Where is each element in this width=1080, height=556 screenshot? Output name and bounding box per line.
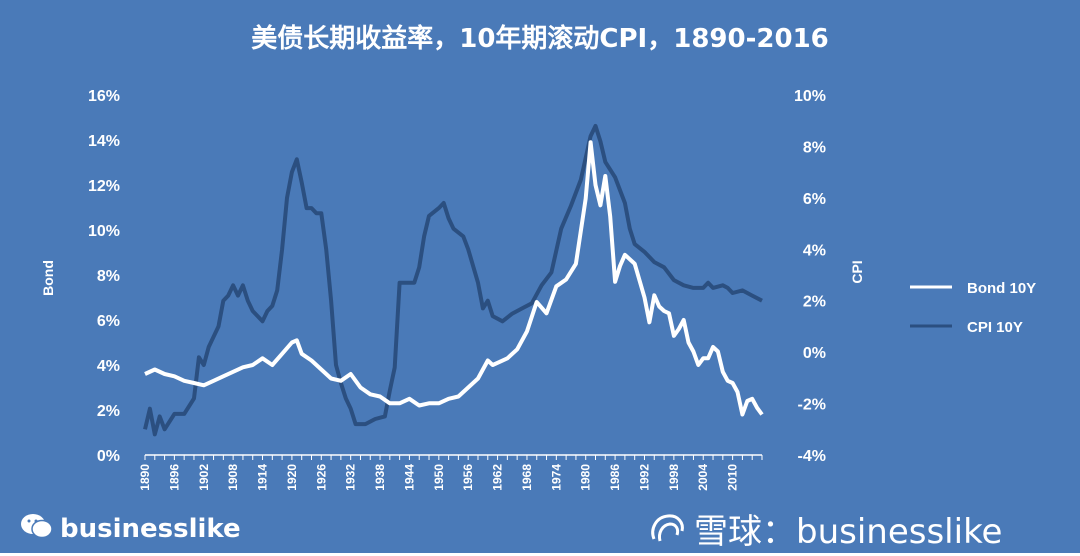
watermark-right: 雪球：businesslike (648, 504, 1002, 556)
y2-tick-label: 10% (794, 88, 826, 105)
y-tick-label: 12% (88, 178, 120, 195)
x-tick-label: 1962 (491, 464, 505, 491)
right-axis-ticks: -4% -2% 0% 2% 4% 6% 8% 10% (794, 88, 826, 465)
y-axis-label: Bond (40, 260, 56, 296)
x-tick-label: 1890 (138, 464, 152, 491)
x-tick-label: 1998 (667, 464, 681, 491)
x-tick-label: 1938 (373, 464, 387, 491)
bond-10y-line (144, 140, 764, 417)
wechat-icon (20, 512, 54, 547)
y2-tick-label: 6% (803, 191, 826, 208)
y2-tick-label: 8% (803, 139, 826, 156)
xueqiu-logo-icon (648, 511, 688, 556)
x-axis-ticks: 1890 1896 1902 1908 1914 1920 1926 1932 1938 1944… (138, 455, 763, 491)
x-tick-label: 1908 (226, 464, 240, 491)
y2-tick-label: 2% (803, 294, 826, 311)
watermark-left: businesslike (20, 512, 241, 547)
x-tick-label: 1920 (285, 464, 299, 491)
x-tick-label: 1968 (520, 464, 534, 491)
x-tick-label: 1914 (256, 464, 270, 491)
series-layer (143, 123, 764, 437)
chart-title: 美债长期收益率，10年期滚动CPI，1890-2016 (251, 24, 829, 54)
legend: Bond 10Y CPI 10Y (910, 280, 1036, 336)
x-tick-label: 1932 (344, 464, 358, 491)
x-tick-label: 1950 (432, 464, 446, 491)
x-tick-label: 1980 (579, 464, 593, 491)
y-tick-label: 4% (97, 358, 120, 375)
y2-tick-label: -4% (798, 448, 826, 465)
x-tick-label: 1956 (461, 464, 475, 491)
y2-tick-label: 4% (803, 242, 826, 259)
x-tick-label: 1902 (197, 464, 211, 491)
y2-axis-label: CPI (849, 260, 865, 283)
x-tick-label: 1896 (167, 464, 181, 491)
y2-tick-label: 0% (803, 345, 826, 362)
y-tick-label: 10% (88, 223, 120, 240)
watermark-left-text: businesslike (60, 514, 241, 544)
y-tick-label: 8% (97, 268, 120, 285)
left-axis-ticks: 0% 2% 4% 6% 8% 10% 12% 14% 16% (88, 88, 120, 465)
x-tick-label: 1926 (314, 464, 328, 491)
x-tick-label: 2004 (696, 464, 710, 491)
x-tick-label: 1974 (549, 464, 563, 491)
x-tick-label: 1986 (608, 464, 622, 491)
cpi-10y-line (143, 123, 763, 437)
y-tick-label: 0% (97, 448, 120, 465)
watermark-right-text: 雪球：businesslike (694, 512, 1003, 552)
x-tick-label: 1944 (402, 464, 416, 491)
y-tick-label: 14% (88, 133, 120, 150)
x-tick-label: 1992 (637, 464, 651, 491)
x-tick-label: 2010 (726, 464, 740, 491)
legend-label-cpi: CPI 10Y (967, 319, 1023, 336)
y2-tick-label: -2% (798, 397, 826, 414)
legend-label-bond: Bond 10Y (967, 280, 1036, 297)
y-tick-label: 16% (88, 88, 120, 105)
y-tick-label: 2% (97, 403, 120, 420)
y-tick-label: 6% (97, 313, 120, 330)
